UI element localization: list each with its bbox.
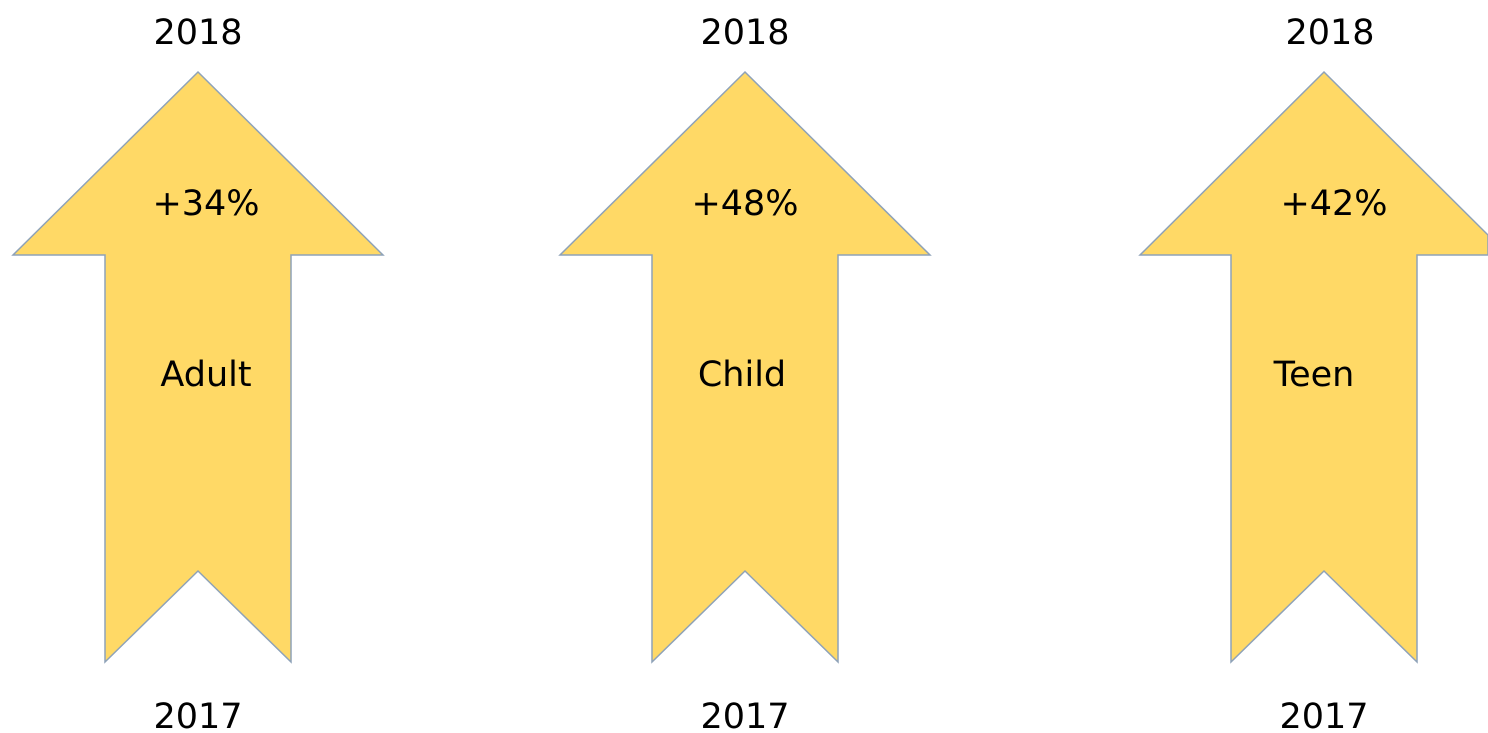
arrow-child: 2018 +48% Child 2017 xyxy=(558,13,932,733)
arrow-adult-top-year: 2018 xyxy=(153,13,242,53)
arrow-teen-change: +42% xyxy=(1280,184,1387,224)
arrow-child-group: Child xyxy=(698,355,786,395)
arrow-teen-shape xyxy=(1138,70,1488,664)
arrow-child-top-year: 2018 xyxy=(700,13,789,53)
arrow-teen: 2018 +42% Teen 2017 xyxy=(1138,13,1488,733)
arrow-child-bottom-year: 2017 xyxy=(700,697,789,733)
arrow-adult: 2018 +34% Adult 2017 xyxy=(11,13,385,733)
arrow-child-shape xyxy=(558,70,932,664)
arrow-adult-shape xyxy=(11,70,385,664)
arrow-teen-bottom-year: 2017 xyxy=(1279,697,1368,733)
arrow-adult-bottom-year: 2017 xyxy=(153,697,242,733)
arrow-teen-group: Teen xyxy=(1273,355,1355,395)
arrow-child-change: +48% xyxy=(691,184,798,224)
arrow-adult-change: +34% xyxy=(152,184,259,224)
arrow-teen-top-year: 2018 xyxy=(1285,13,1374,53)
arrow-adult-group: Adult xyxy=(160,355,251,395)
